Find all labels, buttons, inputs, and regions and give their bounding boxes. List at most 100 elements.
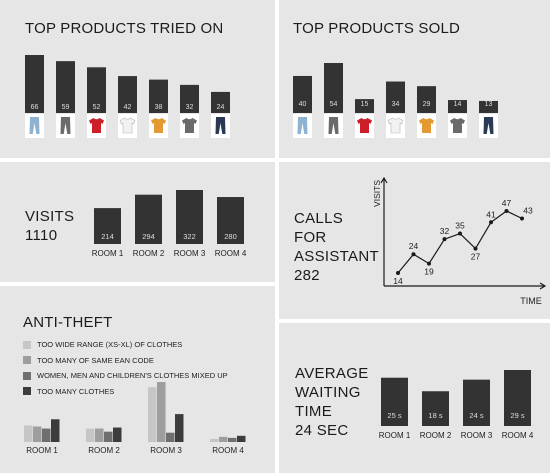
- data-point: [504, 209, 509, 213]
- category-label: ROOM 1: [26, 446, 58, 455]
- category-label: ROOM 4: [215, 249, 247, 258]
- bar-value-label: 24 s: [469, 411, 483, 420]
- bar-value-label: 54: [330, 101, 338, 108]
- legend-label: WOMEN, MEN AND CHILDREN'S CLOTHES MIXED …: [37, 371, 228, 381]
- bar: [42, 428, 51, 442]
- tshirt-white-icon: [118, 114, 137, 138]
- legend-item-range: TOO WIDE RANGE (XS-XL) OF CLOTHES: [23, 337, 228, 353]
- bar: [95, 428, 104, 442]
- anti-theft-chart: ROOM 1 ROOM 2 ROOM 3 ROOM 4: [24, 382, 246, 455]
- tshirt-grey-icon: [180, 114, 199, 138]
- category-label: ROOM 2: [88, 446, 120, 455]
- jeans-light-icon: [25, 114, 44, 138]
- calls-label-line-3: ASSISTANT: [294, 248, 379, 265]
- bar: [355, 99, 374, 113]
- bar: [94, 208, 121, 244]
- visits-label: VISITS: [25, 208, 75, 225]
- data-label: 24: [409, 241, 419, 251]
- visits-title: VISITS 1110: [25, 207, 74, 245]
- waiting-total: 24 SEC: [295, 422, 349, 439]
- category-label: ROOM 4: [212, 446, 244, 455]
- category-label: ROOM 1: [379, 431, 411, 440]
- bar: [417, 86, 436, 113]
- calls-total: 282: [294, 267, 320, 284]
- legend-swatch: [23, 387, 31, 396]
- data-label: 32: [440, 226, 450, 236]
- bar: [210, 438, 219, 442]
- bar: [386, 81, 405, 113]
- bar-value-label: 214: [101, 232, 114, 241]
- jeans-light-icon: [293, 114, 312, 138]
- data-label: 35: [455, 221, 465, 231]
- bar-value-label: 38: [155, 104, 163, 111]
- bar-value-label: 294: [142, 232, 155, 241]
- bar: [504, 370, 531, 426]
- tshirt-red-icon: [355, 114, 374, 138]
- bar: [211, 91, 230, 113]
- bar-value-label: 66: [31, 104, 39, 111]
- bar: [24, 425, 33, 442]
- bar: [381, 377, 408, 426]
- tried-on-title: TOP PRODUCTS TRIED ON: [25, 20, 224, 37]
- bar: [175, 414, 184, 442]
- waiting-title: AVERAGE WAITING TIME 24 SEC: [295, 364, 369, 440]
- panel-calls: [279, 162, 550, 319]
- bar: [219, 436, 228, 442]
- bar-value-label: 13: [485, 101, 493, 108]
- x-axis-label: TIME: [520, 296, 542, 306]
- bar-value-label: 34: [392, 101, 400, 108]
- tshirt-grey-icon: [448, 114, 467, 138]
- bar: [479, 100, 498, 113]
- waiting-label-line-3: TIME: [295, 403, 333, 420]
- bar: [51, 419, 60, 442]
- category-label: ROOM 4: [502, 431, 534, 440]
- data-label: 19: [424, 267, 434, 277]
- legend-item-ean: TOO MANY OF SAME EAN CODE: [23, 353, 228, 369]
- bar-value-label: 59: [62, 104, 70, 111]
- sold-chart: 40 54 15 34 29 14 13: [293, 63, 498, 138]
- bar: [149, 79, 168, 113]
- calls-label-line-1: CALLS: [294, 210, 344, 227]
- data-label: 43: [523, 206, 533, 216]
- bar: [25, 55, 44, 113]
- legend-label: TOO WIDE RANGE (XS-XL) OF CLOTHES: [37, 340, 183, 350]
- y-axis-label: VISITS: [372, 180, 382, 207]
- data-label: 14: [393, 276, 403, 286]
- waiting-label-line-1: AVERAGE: [295, 365, 369, 382]
- visits-chart: 214 ROOM 1 294 ROOM 2 322 ROOM 3 280 ROOM 4: [92, 190, 247, 258]
- x-axis-arrow: [539, 282, 547, 290]
- legend-swatch: [23, 340, 31, 349]
- tshirt-red-icon: [87, 114, 106, 138]
- jeans-grey-icon: [324, 114, 343, 138]
- bar: [86, 428, 95, 442]
- bar: [217, 197, 244, 244]
- bar-value-label: 14: [454, 101, 462, 108]
- bar-value-label: 18 s: [428, 411, 442, 420]
- bar: [87, 67, 106, 113]
- y-axis-arrow: [380, 176, 388, 184]
- bar: [293, 75, 312, 113]
- data-point: [520, 216, 524, 221]
- calls-chart: VISITS TIME 14 24 19 32 35 27 41 47 43: [372, 176, 547, 306]
- visits-total: 1110: [25, 227, 58, 244]
- tried-on-chart: 66 59 52 42 38 32 24: [25, 55, 230, 138]
- data-label: 27: [471, 252, 481, 262]
- category-label: ROOM 2: [133, 249, 165, 258]
- category-label: ROOM 3: [461, 431, 493, 440]
- bar-value-label: 52: [93, 104, 101, 111]
- data-point: [489, 220, 493, 225]
- jeans-dark-icon: [479, 114, 498, 138]
- bar: [324, 63, 343, 113]
- bar-value-label: 322: [183, 232, 196, 241]
- legend-swatch: [23, 371, 31, 380]
- legend-swatch: [23, 356, 31, 365]
- category-label: ROOM 3: [174, 249, 206, 258]
- jeans-grey-icon: [56, 114, 75, 138]
- legend-label: TOO MANY CLOTHES: [37, 386, 115, 396]
- data-point: [473, 246, 478, 251]
- bar: [118, 76, 137, 113]
- legend-label: TOO MANY OF SAME EAN CODE: [37, 355, 154, 365]
- category-label: ROOM 1: [92, 249, 124, 258]
- bar: [113, 427, 122, 442]
- calls-label-line-2: FOR: [294, 229, 327, 246]
